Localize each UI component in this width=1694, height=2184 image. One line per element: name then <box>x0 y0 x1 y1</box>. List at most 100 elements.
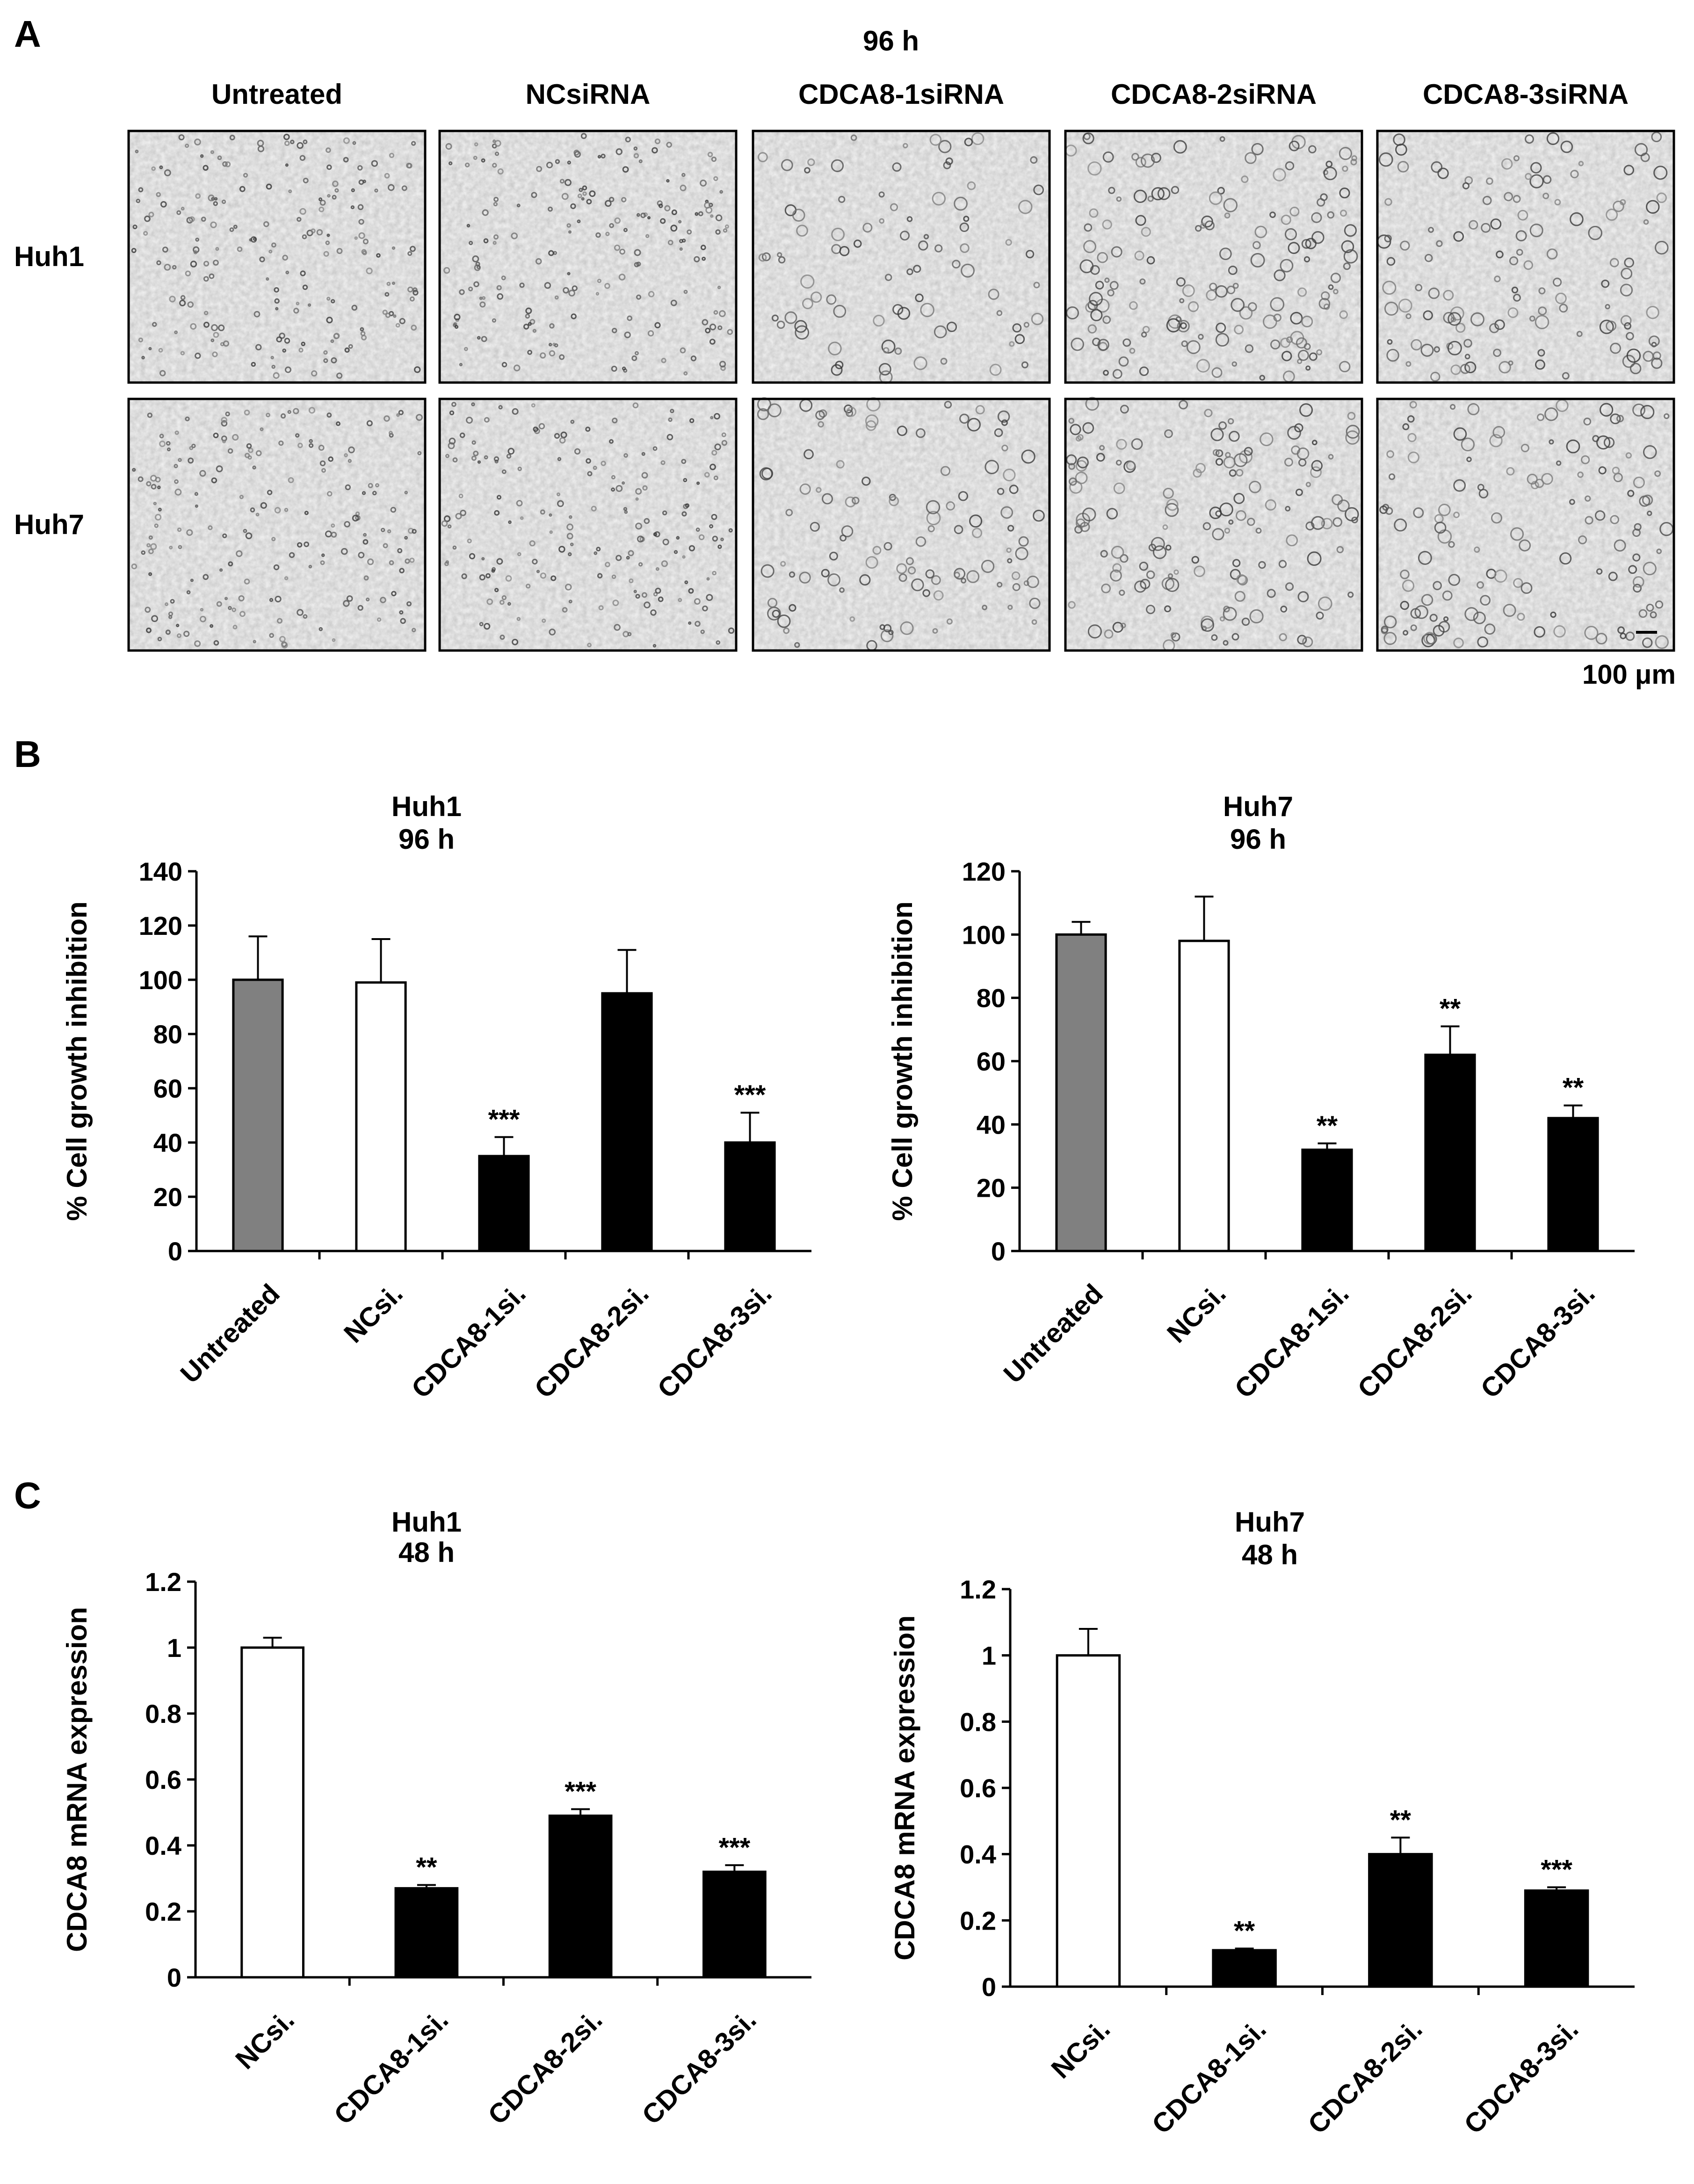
x-tick-label: NCsi. <box>338 1278 409 1349</box>
y-tick-label: 0.2 <box>145 1897 181 1926</box>
bar <box>394 1887 459 1979</box>
bar <box>1547 1117 1599 1252</box>
bar <box>232 978 284 1252</box>
y-tick-label: 0.6 <box>960 1773 996 1803</box>
x-tick-label: CDCA8-3si. <box>636 2004 762 2130</box>
row-label: Huh7 <box>14 509 84 540</box>
x-tick-label: CDCA8-1si. <box>1146 2014 1272 2140</box>
significance-marker: *** <box>565 1776 596 1807</box>
micrograph-image <box>752 397 1051 652</box>
panel-c-letter: C <box>14 1475 41 1516</box>
y-tick-label: 0.8 <box>960 1707 996 1736</box>
x-tick-label: Untreated <box>174 1278 285 1389</box>
x-tick-label: CDCA8-2si. <box>482 2004 608 2130</box>
bar <box>240 1646 304 1979</box>
row-label: Huh1 <box>14 241 84 272</box>
x-tick-label: NCsi. <box>1045 2014 1116 2084</box>
x-tick-label: CDCA8-1si. <box>328 2004 454 2130</box>
x-tick-label: CDCA8-2si. <box>1302 2014 1428 2140</box>
y-tick-label: 80 <box>153 1020 182 1049</box>
x-tick-label: NCsi. <box>230 2004 300 2075</box>
bar <box>548 1815 613 1979</box>
panel-a-time-label: 96 h <box>863 25 919 57</box>
significance-marker: ** <box>1440 994 1461 1024</box>
bar <box>1301 1148 1353 1252</box>
bar <box>355 981 407 1252</box>
x-tick-label: CDCA8-1si. <box>1229 1278 1354 1404</box>
y-tick-label: 0.4 <box>145 1831 181 1860</box>
micrograph-image <box>438 130 738 384</box>
micrograph-image <box>1064 130 1363 384</box>
bar <box>1424 1053 1476 1252</box>
micrograph-image <box>438 398 738 652</box>
y-tick-label: 0 <box>982 1972 996 2002</box>
column-label: CDCA8-2siRNA <box>1111 79 1317 110</box>
significance-marker: ** <box>416 1852 437 1883</box>
chart-title: Huh7 <box>1235 1506 1305 1538</box>
bar <box>478 1155 530 1252</box>
y-axis-label: CDCA8 mRNA expression <box>61 1607 93 1952</box>
y-tick-label: 80 <box>977 984 1006 1013</box>
significance-marker: ** <box>1317 1111 1338 1141</box>
y-tick-label: 1.2 <box>960 1575 996 1604</box>
y-tick-label: 40 <box>153 1128 182 1157</box>
x-tick-label: NCsi. <box>1161 1278 1232 1349</box>
y-tick-label: 0.6 <box>145 1765 181 1794</box>
significance-marker: ** <box>1390 1805 1412 1835</box>
y-tick-label: 0.4 <box>960 1840 996 1869</box>
micrograph-image <box>1376 130 1675 384</box>
scale-bar-label: 100 μm <box>1582 659 1676 690</box>
chart-title: 96 h <box>398 824 455 855</box>
chart-title: 48 h <box>1242 1539 1298 1570</box>
column-label: NCsiRNA <box>526 79 651 110</box>
y-tick-label: 60 <box>153 1074 182 1103</box>
y-tick-label: 40 <box>977 1110 1006 1139</box>
bar <box>724 1141 776 1252</box>
x-tick-label: CDCA8-2si. <box>1352 1278 1477 1404</box>
x-tick-label: CDCA8-3si. <box>652 1278 777 1404</box>
bar <box>1212 1949 1277 1988</box>
significance-marker: *** <box>719 1832 751 1863</box>
y-tick-label: 60 <box>977 1047 1006 1076</box>
bar <box>1524 1889 1589 1988</box>
panel-b-letter: B <box>14 733 41 775</box>
y-tick-label: 0 <box>168 1237 182 1266</box>
micrograph-image <box>127 398 427 652</box>
y-tick-label: 140 <box>139 857 182 886</box>
chart-title: 48 h <box>398 1537 455 1568</box>
x-tick-label: CDCA8-3si. <box>1475 1278 1600 1404</box>
micrograph-image <box>127 130 427 384</box>
significance-marker: *** <box>734 1080 766 1110</box>
y-tick-label: 1 <box>167 1633 181 1663</box>
y-axis-label: % Cell growth inhibition <box>887 901 918 1221</box>
bar <box>1368 1853 1433 1988</box>
y-tick-label: 120 <box>139 911 182 940</box>
bar <box>1056 1654 1121 1988</box>
chart-title: Huh1 <box>391 791 462 822</box>
y-tick-label: 0.2 <box>960 1906 996 1935</box>
y-axis-label: % Cell growth inhibition <box>61 901 93 1221</box>
panel-a-letter: A <box>14 13 41 55</box>
column-label: CDCA8-3siRNA <box>1423 79 1629 110</box>
chart-title: Huh7 <box>1223 791 1293 822</box>
x-tick-label: CDCA8-3si. <box>1458 2014 1584 2140</box>
y-tick-label: 0 <box>991 1237 1006 1266</box>
significance-marker: *** <box>488 1104 520 1135</box>
micrograph-image <box>1064 397 1363 652</box>
significance-marker: *** <box>1541 1855 1572 1885</box>
bar <box>1055 933 1107 1252</box>
micrograph-image <box>1376 398 1675 652</box>
y-tick-label: 100 <box>962 920 1006 949</box>
bar <box>1178 940 1230 1252</box>
bar <box>702 1870 767 1979</box>
chart-title: Huh1 <box>391 1506 462 1538</box>
y-tick-label: 100 <box>139 965 182 995</box>
y-tick-label: 1.2 <box>145 1567 181 1597</box>
y-tick-label: 20 <box>977 1173 1006 1203</box>
column-label: Untreated <box>211 79 342 110</box>
x-tick-label: Untreated <box>998 1278 1108 1389</box>
